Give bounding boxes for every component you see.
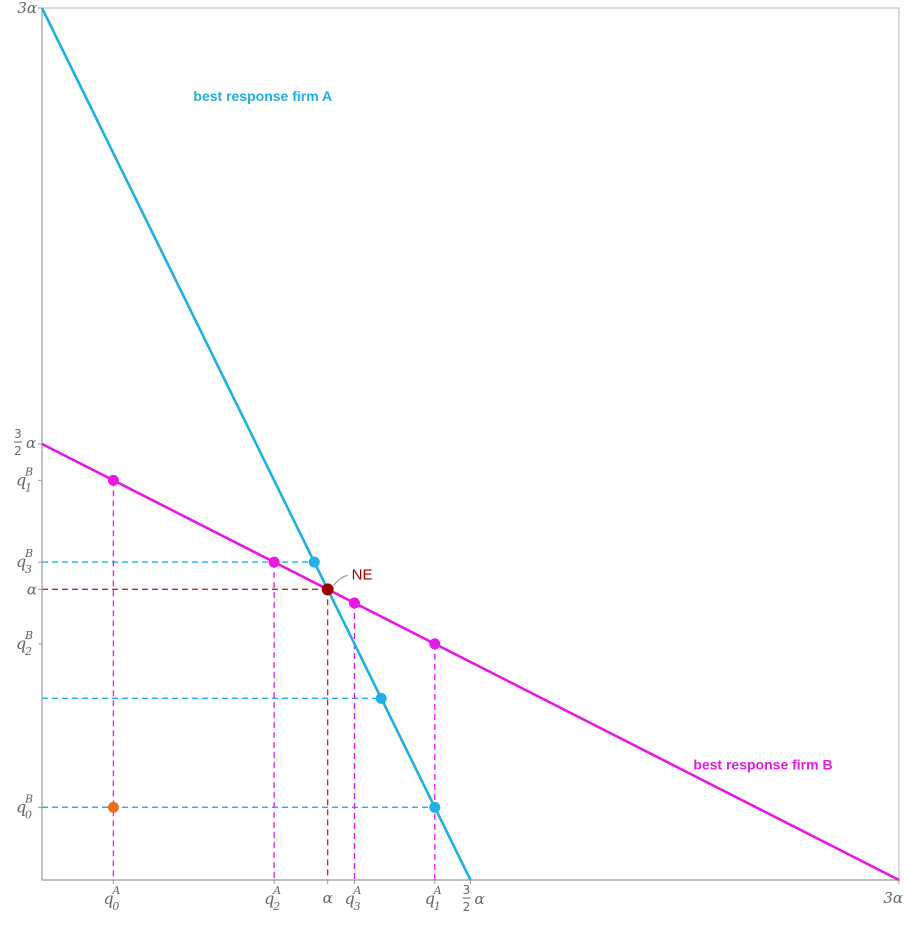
y-tick-label-3-sub: 3 (25, 563, 32, 576)
x-tick-label-3-sup: A (352, 884, 361, 897)
y-tick-label-3-sup: B (24, 547, 33, 560)
start-point (107, 801, 119, 813)
x-tick-label-5: 3 2 α (462, 883, 485, 914)
y-tick-label-3-base: q (16, 552, 26, 571)
nash-equilibrium-point (321, 583, 334, 596)
y-tick-label-6: qB 0 (16, 792, 33, 821)
y-tick-label-2: qB 1 (16, 465, 33, 494)
x-tick-label-4-sub: 1 (434, 900, 441, 913)
label-best-response-a: best response firm A (193, 88, 332, 104)
plot-frame (41, 7, 900, 881)
x-tick-label-0: qA 0 (103, 884, 120, 913)
guide-lines (42, 480, 436, 880)
x-tick-label-3-base: q (344, 889, 354, 908)
y-tick-label-2-sup: B (24, 465, 33, 478)
y-tick-label-1: 3 2 α (14, 427, 36, 458)
point-a-0 (429, 801, 441, 813)
x-tick-label-5-den: 2 (463, 900, 471, 914)
y-tick-label-5-sup: B (24, 629, 33, 642)
iteration-points: NE (107, 474, 441, 813)
point-b-1 (429, 638, 441, 650)
y-tick-label-1-den: 2 (14, 444, 22, 458)
y-tick-label-6-base: q (16, 797, 26, 816)
curve-labels: best response firm A best response firm B (193, 88, 832, 773)
x-tick-label-4: qA 1 (425, 884, 442, 913)
x-tick-label-5-num: 3 (463, 883, 471, 897)
y-tick-label-1-num: 3 (14, 427, 22, 441)
x-tick-label-1-sub: 2 (272, 900, 280, 913)
y-tick-label-4: α (27, 580, 37, 598)
point-a-2 (308, 556, 320, 568)
y-tick-label-6-sub: 0 (25, 808, 32, 821)
x-tick-label-4-base: q (425, 889, 435, 908)
x-tick-label-1-base: q (264, 889, 274, 908)
x-tick-label-1: qA 2 (264, 884, 281, 913)
x-tick-label-0-sub: 0 (112, 900, 119, 913)
point-b-2 (268, 556, 280, 568)
label-best-response-b: best response firm B (693, 757, 832, 773)
best-response-a-line (40, 7, 472, 881)
point-b-0 (107, 474, 119, 486)
x-tick-label-5-sym: α (475, 890, 485, 908)
best-response-b-line (41, 442, 900, 882)
y-tick-label-6-sup: B (24, 792, 33, 805)
x-tick-label-3-sub: 3 (353, 900, 360, 913)
x-tick-label-0-base: q (103, 889, 113, 908)
x-tick-label-0-sup: A (111, 884, 120, 897)
point-a-1 (375, 692, 387, 704)
axes (41, 7, 900, 881)
x-tick-label-1-sup: A (272, 884, 281, 897)
y-tick-label-5: qB 2 (16, 629, 33, 658)
x-tick-label-4-sup: A (433, 884, 442, 897)
ne-callout-line (333, 574, 348, 586)
x-tick-label-3: qA 3 (344, 884, 361, 913)
best-response-curves (40, 7, 900, 882)
y-tick-label-3: qB 3 (16, 547, 33, 576)
point-b-3 (348, 597, 360, 609)
y-tick-label-2-base: q (16, 470, 26, 489)
ne-label: NE (352, 566, 373, 583)
y-tick-label-5-base: q (16, 634, 26, 653)
y-tick-label-1-sym: α (26, 434, 36, 452)
x-tick-label-2: α (323, 889, 333, 907)
y-tick-label-5-sub: 2 (24, 645, 32, 658)
x-tick-label-6: 3α (883, 889, 903, 907)
y-tick-label-2-sub: 1 (25, 481, 32, 494)
y-tick-label-0: 3α (17, 0, 37, 17)
